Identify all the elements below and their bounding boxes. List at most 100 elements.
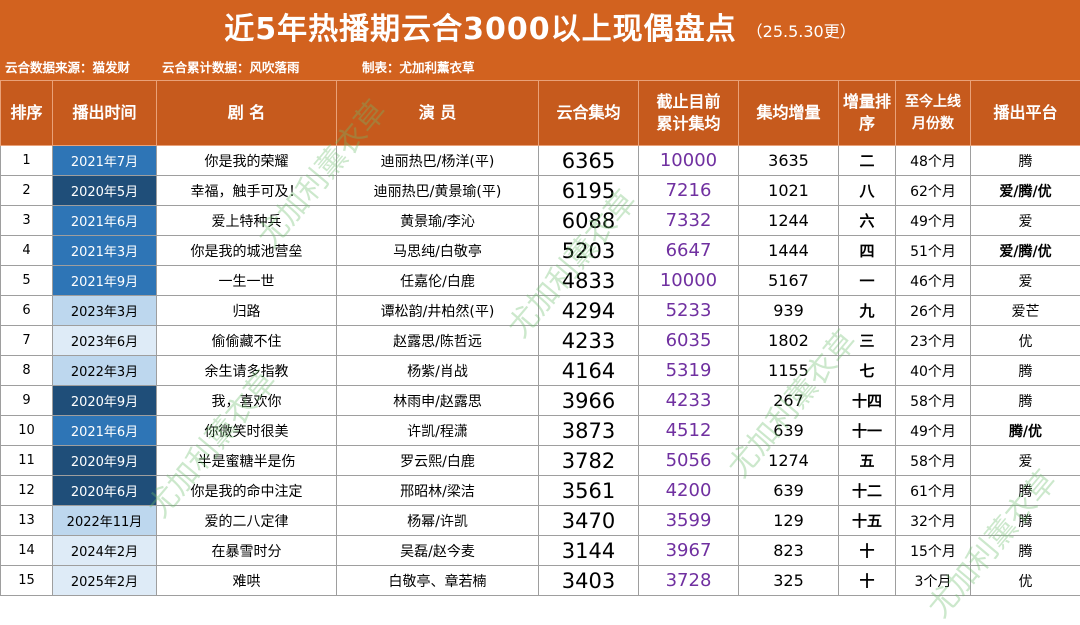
avg-cell: 6365 — [539, 146, 639, 176]
cast-cell: 邢昭林/梁洁 — [337, 476, 539, 506]
avg-cell: 5203 — [539, 236, 639, 266]
title-cell: 爱上特种兵 — [157, 206, 337, 236]
cumulative-cell: 4200 — [639, 476, 739, 506]
platform-cell: 腾 — [971, 356, 1080, 386]
title-cell: 你微笑时很美 — [157, 416, 337, 446]
header-row: 排序 播出时间 剧 名 演 员 云合集均 截止目前 累计集均 集均增量 增量排 … — [1, 81, 1080, 146]
cast-cell: 林雨申/赵露思 — [337, 386, 539, 416]
increment-rank-cell: 十五 — [839, 506, 896, 536]
title-bar: 近5年热播期云合3000以上现偶盘点 （25.5.30更） — [0, 0, 1080, 52]
avg-cell: 4233 — [539, 326, 639, 356]
rank-cell: 14 — [1, 536, 53, 566]
date-cell: 2023年6月 — [53, 326, 157, 356]
rank-cell: 13 — [1, 506, 53, 536]
title-cell: 归路 — [157, 296, 337, 326]
increment-rank-cell: 九 — [839, 296, 896, 326]
cumulative-cell: 4512 — [639, 416, 739, 446]
platform-cell: 腾/优 — [971, 416, 1080, 446]
cumulative-credit: 云合累计数据：风吹落雨 — [162, 57, 300, 76]
increment-cell: 1155 — [739, 356, 839, 386]
date-cell: 2021年6月 — [53, 416, 157, 446]
col-header: 增量排 序 — [839, 81, 896, 146]
platform-cell: 优 — [971, 326, 1080, 356]
platform-cell: 爱/腾/优 — [971, 176, 1080, 206]
rank-cell: 5 — [1, 266, 53, 296]
title-cell: 余生请多指教 — [157, 356, 337, 386]
avg-cell: 3782 — [539, 446, 639, 476]
rank-cell: 15 — [1, 566, 53, 596]
cast-cell: 杨幂/许凯 — [337, 506, 539, 536]
increment-rank-cell: 七 — [839, 356, 896, 386]
increment-rank-cell: 十四 — [839, 386, 896, 416]
platform-cell: 优 — [971, 566, 1080, 596]
cumulative-cell: 3599 — [639, 506, 739, 536]
cast-cell: 白敬亭、章若楠 — [337, 566, 539, 596]
rank-cell: 10 — [1, 416, 53, 446]
cast-cell: 许凯/程潇 — [337, 416, 539, 446]
page-title: 近5年热播期云合3000以上现偶盘点 — [224, 4, 736, 48]
source-credit: 云合数据来源：猫发财 — [5, 57, 130, 76]
cumulative-cell: 5056 — [639, 446, 739, 476]
months-cell: 46个月 — [896, 266, 971, 296]
increment-cell: 1021 — [739, 176, 839, 206]
platform-cell: 爱/腾/优 — [971, 236, 1080, 266]
increment-rank-cell: 三 — [839, 326, 896, 356]
title-cell: 爱的二八定律 — [157, 506, 337, 536]
title-cell: 我，喜欢你 — [157, 386, 337, 416]
months-cell: 26个月 — [896, 296, 971, 326]
cumulative-cell: 3728 — [639, 566, 739, 596]
date-cell: 2021年9月 — [53, 266, 157, 296]
cumulative-cell: 4233 — [639, 386, 739, 416]
cast-cell: 马思纯/白敬亭 — [337, 236, 539, 266]
months-cell: 61个月 — [896, 476, 971, 506]
avg-cell: 3873 — [539, 416, 639, 446]
cumulative-cell: 6647 — [639, 236, 739, 266]
increment-cell: 1802 — [739, 326, 839, 356]
cast-cell: 吴磊/赵今麦 — [337, 536, 539, 566]
months-cell: 15个月 — [896, 536, 971, 566]
date-cell: 2021年7月 — [53, 146, 157, 176]
platform-cell: 爱 — [971, 266, 1080, 296]
months-cell: 48个月 — [896, 146, 971, 176]
date-cell: 2023年3月 — [53, 296, 157, 326]
increment-cell: 1444 — [739, 236, 839, 266]
months-cell: 23个月 — [896, 326, 971, 356]
title-cell: 你是我的荣耀 — [157, 146, 337, 176]
rank-cell: 7 — [1, 326, 53, 356]
platform-cell: 爱芒 — [971, 296, 1080, 326]
col-header: 截止目前 累计集均 — [639, 81, 739, 146]
avg-cell: 3470 — [539, 506, 639, 536]
cumulative-cell: 5319 — [639, 356, 739, 386]
increment-rank-cell: 四 — [839, 236, 896, 266]
cast-cell: 杨紫/肖战 — [337, 356, 539, 386]
date-cell: 2022年11月 — [53, 506, 157, 536]
avg-cell: 3144 — [539, 536, 639, 566]
platform-cell: 腾 — [971, 146, 1080, 176]
increment-rank-cell: 十 — [839, 536, 896, 566]
title-cell: 难哄 — [157, 566, 337, 596]
increment-cell: 1244 — [739, 206, 839, 236]
rank-cell: 2 — [1, 176, 53, 206]
increment-cell: 267 — [739, 386, 839, 416]
update-note: （25.5.30更） — [747, 18, 856, 42]
rank-cell: 3 — [1, 206, 53, 236]
cumulative-cell: 6035 — [639, 326, 739, 356]
title-cell: 偷偷藏不住 — [157, 326, 337, 356]
title-cell: 幸福，触手可及！ — [157, 176, 337, 206]
platform-cell: 腾 — [971, 386, 1080, 416]
avg-cell: 3403 — [539, 566, 639, 596]
cumulative-cell: 3967 — [639, 536, 739, 566]
cast-cell: 谭松韵/井柏然(平) — [337, 296, 539, 326]
rank-cell: 11 — [1, 446, 53, 476]
date-cell: 2020年5月 — [53, 176, 157, 206]
title-cell: 半是蜜糖半是伤 — [157, 446, 337, 476]
cumulative-cell: 5233 — [639, 296, 739, 326]
platform-cell: 爱 — [971, 206, 1080, 236]
